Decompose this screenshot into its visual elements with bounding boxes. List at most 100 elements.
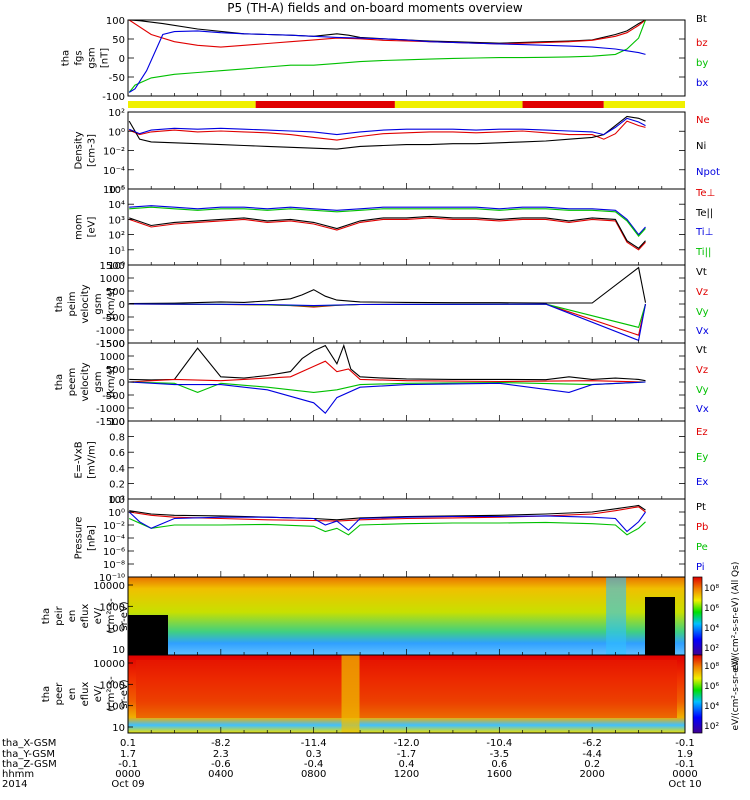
panel-ylabel: eflux [80,682,91,707]
panel-ytick-label: -1000 [96,404,125,415]
panel-ytick-label: 10000 [93,659,125,670]
series-Vx [129,303,647,342]
panel-ylabel: mom [74,214,85,240]
xaxis-value: 0.1 [120,738,136,749]
orbit-bar-segment [603,101,685,108]
panel-ylabel: en [67,688,78,701]
legend-entry: Ti⊥ [695,227,713,238]
panel-ytick-label: -500 [102,391,125,402]
panel-6: E=-VxB [mV/m] 1.0 0.8 0.6 0.4 0.2 0.0 Ez Ey Ex [74,417,709,506]
panel-5: tha peem velocity gsm [km/s] 1500 1000 500 0 -500… [54,339,709,428]
series-Ti|| [129,206,646,237]
colorbar-tick-label: 10⁴ [704,624,719,634]
legend-entry: Pi [696,562,705,573]
legend-entry: by [696,58,708,69]
series-by [128,20,647,93]
panel-8: tha peir en eflux eV/(cm²-s-sr-eV) 10⁸ 10⁶ 10⁴ 1… [41,562,741,671]
series-bx [128,30,646,93]
xaxis-value: -0.1 [675,759,695,770]
xaxis-value: -0.1 [118,759,138,770]
panel-ylabel: sr-eV) [119,679,130,708]
panel-ytick-label: -500 [102,313,125,324]
colorbar-tick-label: 10² [704,722,719,732]
panel-ylabel: velocity [80,284,91,323]
legend-entry: Pe [696,542,708,553]
legend-entry: Vz [696,287,708,298]
panel-ytick-label: 10⁻² [103,521,125,532]
series-Ne [128,120,646,141]
series-bz [128,20,646,48]
xaxis-value: -10.4 [486,738,512,749]
panel-ylabel: gsm [93,293,104,314]
panel-ytick-label: 10 [112,723,125,734]
legend-entry: Ex [696,477,708,488]
panel-ytick-label: 100 [106,624,125,635]
panel-4: tha peim velocity gsm [km/s] 1500 1000 500 0 -500… [54,261,709,350]
panel-ytick-label: 0.0 [109,495,125,506]
panel-ytick-label: 10⁻¹⁰ [99,573,125,584]
xaxis-value: 0.2 [584,759,600,770]
panel-2: Density [cm-3] 10² 10⁰ 10⁻² 10⁻⁴ 10⁻⁶ Ne Ni Npot [74,108,720,196]
xaxis-value: -8.2 [211,738,231,749]
panel-ylabel: gsm [87,47,98,68]
legend-entry: Ne [696,115,710,126]
panel-ylabel: (cm²-s- [106,676,117,712]
colorbar-label: eV/(cm²-s-sr-eV) [731,657,741,730]
xaxis-row-label: 2014 [2,779,27,790]
panel-ylabel: peir [54,605,65,625]
panel-ytick-label: 50 [112,35,125,46]
series-Vt [129,266,647,305]
colorbar-tick-label: 10⁶ [704,604,719,614]
legend-entry: Npot [696,167,720,178]
legend-entry: bx [696,78,708,89]
xaxis-value: -11.4 [301,738,327,749]
colorbar-label: eV/(cm²-s-sr-eV) (All Qs) [731,562,741,671]
xaxis-value: -4.4 [582,749,602,760]
panel-ylabel: en [67,610,78,623]
panel-ytick-label: 10⁻⁶ [103,185,125,196]
spectrogram-band [606,577,627,655]
panel-ytick-label: 10 [112,645,125,656]
series-Te⊥ [129,217,646,251]
panel-frame [127,342,686,422]
legend-entry: Ey [696,452,708,463]
panel-ylabel: sr-eV) [119,601,130,630]
panel-ylabel: peem [67,368,78,396]
colorbar-tick-label: 10⁶ [704,682,719,692]
panel-ylabel: tha [54,296,65,312]
series-Pi [128,511,646,533]
colorbar-tick-label: 10⁸ [704,584,719,594]
panel-ylabel: E=-VxB [74,441,85,478]
panel-ytick-label: 10² [108,231,125,242]
colorbar-tick-label: 10⁸ [704,662,719,672]
panel-ytick-label: 1000 [100,602,125,613]
xaxis-row-label: tha_Y-GSM [2,749,55,760]
series-Pe [128,517,646,536]
panel-ytick-label: 10⁴ [108,200,125,211]
panel-ylabel: tha [41,686,52,702]
panel-ytick-label: 500 [106,365,125,376]
panel-ytick-label: 10⁻⁴ [103,534,125,545]
panel-ylabel: tha [54,374,65,390]
panel-ytick-label: -1000 [96,326,125,337]
colorbar [692,654,703,734]
series-Vx [129,381,646,415]
panel-ylabel: eV/ [93,685,104,702]
xaxis-value: 0000 [115,769,140,780]
panel-ytick-label: 10² [108,495,125,506]
panel-ylabel: peer [54,682,65,706]
xaxis-value: 2000 [579,769,604,780]
spectrogram-band [136,660,677,718]
panel-ytick-label: 10000 [93,581,125,592]
panel-ytick-label: 10⁻² [103,147,125,158]
spectrogram-image [128,577,685,655]
xaxis-value: 1200 [394,769,419,780]
legend-entry: Pt [696,502,706,513]
orbit-bar-segment [128,101,256,108]
panel-ytick-label: 500 [106,287,125,298]
series-Vy [129,303,647,329]
colorbar-tick-label: 10² [704,644,719,654]
panel-frame [127,19,686,97]
panel-frame [127,111,686,190]
